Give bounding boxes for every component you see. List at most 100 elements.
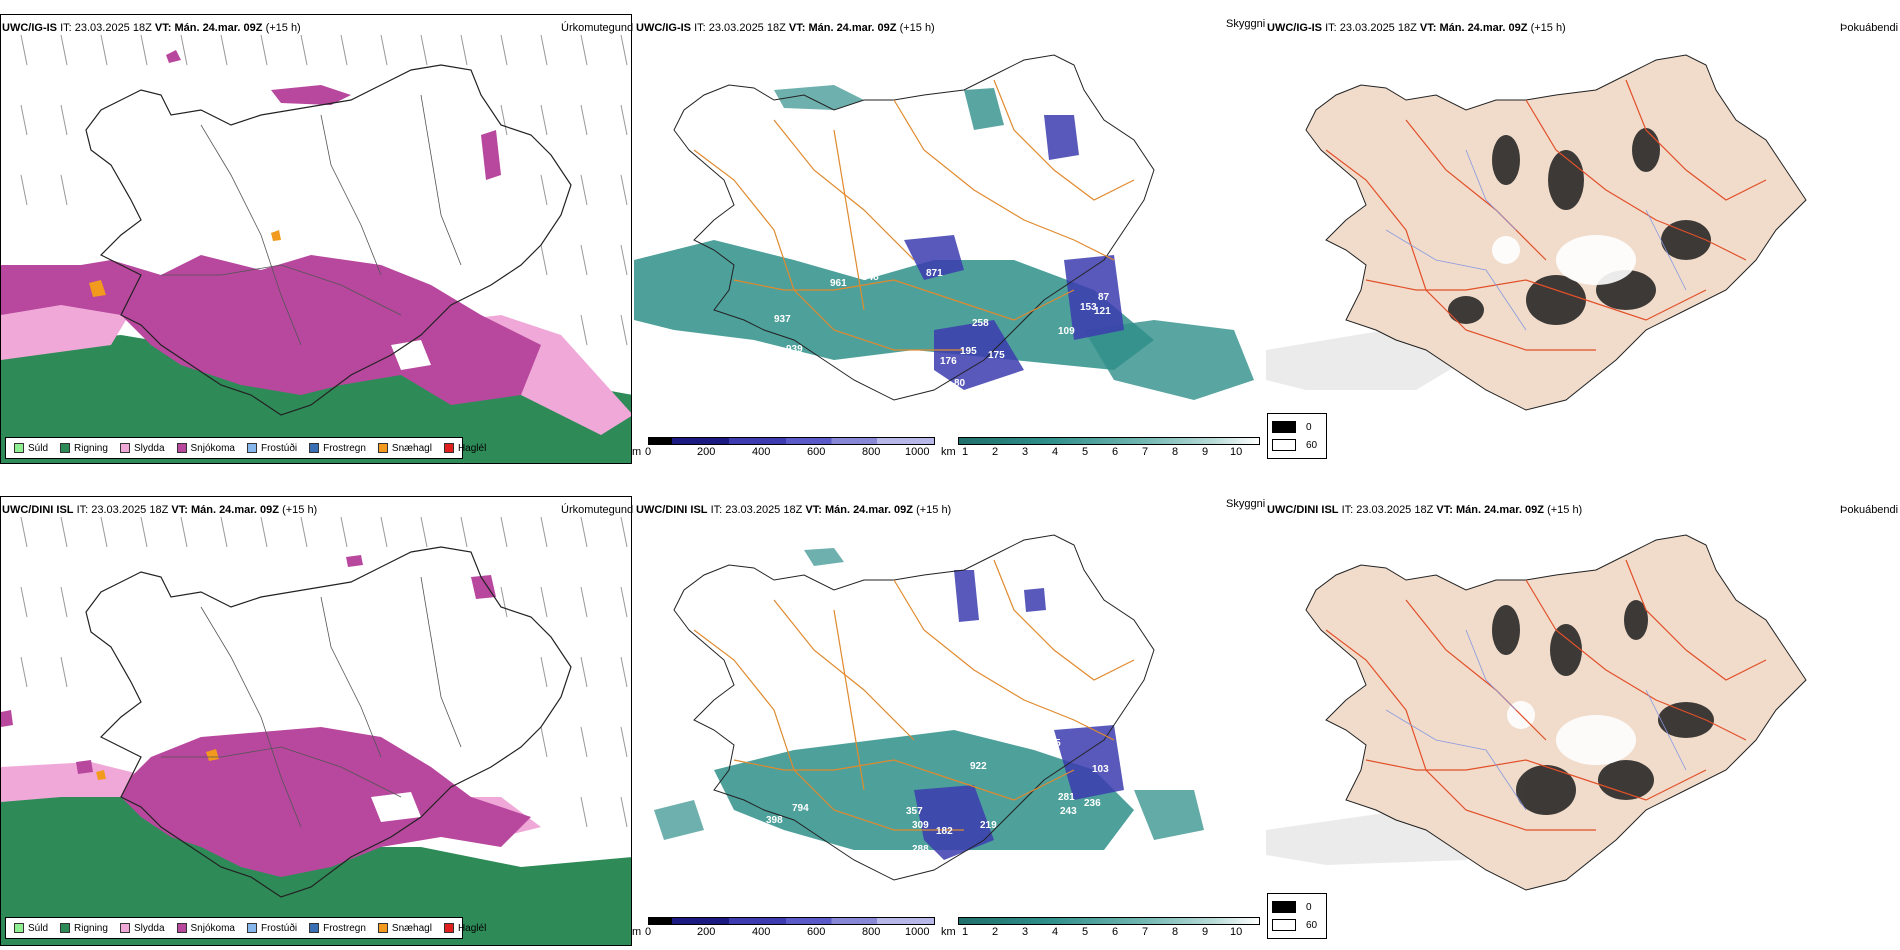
precip-panel-1: Súld Rigning Slydda Snjókoma Frostúði Fr… — [0, 14, 632, 464]
legend-item: Rigning — [60, 443, 108, 454]
legend-item: Frostregn — [309, 443, 366, 454]
legend-item: Súld — [14, 443, 48, 454]
legend-label: Rigning — [74, 922, 108, 934]
iceland-outline-vis-2 — [673, 534, 1155, 881]
vt-label: VT: — [1436, 504, 1453, 516]
visibility-title: Skyggni — [1226, 498, 1266, 510]
legend-label: Frostregn — [323, 922, 366, 934]
fog-legend-1: 0 60 — [1267, 413, 1327, 459]
cbar-m-1 — [648, 437, 935, 461]
vis-value: 145 — [1044, 738, 1061, 749]
fog-swatch — [1272, 919, 1296, 931]
cbar-m-strip — [648, 437, 935, 445]
vis-value: 309 — [922, 860, 939, 871]
vis-value: 121 — [1094, 306, 1111, 317]
cbar-km-tick: 6 — [1112, 446, 1119, 458]
legend-label: Slydda — [133, 922, 165, 934]
legend-item: Rigning — [60, 923, 108, 934]
legend-swatch — [246, 923, 257, 933]
cbar-km-2 — [958, 917, 1260, 941]
panel-header: UWC/DINI ISL IT: 23.03.2025 18Z VT: Mán.… — [2, 504, 317, 516]
fog-swatch — [1272, 439, 1296, 451]
precip-map-1 — [1, 34, 631, 463]
vis-value: 87 — [1098, 292, 1110, 303]
vis-value: 794 — [792, 803, 809, 814]
cbar-m-tick: 600 — [807, 446, 826, 458]
it-label: IT: — [694, 22, 706, 34]
legend-item: Snæhagl — [377, 922, 432, 934]
legend-item: Slydda — [119, 922, 165, 934]
vt-label: VT: — [154, 22, 172, 34]
legend-swatch — [14, 923, 24, 933]
vis-value: 143 — [1096, 146, 1113, 157]
legend-label: Rigning — [74, 442, 108, 454]
fog-legend-row: 60 — [1268, 916, 1326, 934]
cbar-m-tick: 400 — [752, 446, 771, 458]
lead-time: (+15 h) — [265, 22, 301, 34]
vis-value: 922 — [970, 761, 987, 772]
precip-title: Úrkomutegund — [561, 22, 634, 34]
it-value: 23.03.2025 18Z — [1356, 504, 1434, 516]
cbar-m-tick: 1000 — [905, 446, 930, 458]
vis-value: 548 — [862, 272, 879, 283]
legend-swatch — [119, 923, 130, 933]
row-1: Súld Rigning Slydda Snjókoma Frostúði Fr… — [0, 0, 1900, 470]
cbar-km-tick: 2 — [992, 446, 999, 458]
fog-legend-label: 60 — [1306, 919, 1318, 931]
lead-time: (+15 h) — [916, 504, 952, 516]
cbar-m-tick: 0 — [645, 446, 652, 458]
vis-value: 288 — [912, 844, 929, 855]
vt-value: Mán. 24.mar. 09Z — [808, 22, 897, 34]
lead-time: (+15 h) — [282, 504, 318, 516]
it-label: IT: — [76, 504, 89, 516]
vis-value: 219 — [980, 820, 997, 831]
cbar-km-tick: 1 — [962, 926, 969, 938]
fog-legend-label: 0 — [1306, 901, 1312, 913]
it-label: IT: — [1341, 504, 1354, 516]
panel-header: UWC/IG-IS IT: 23.03.2025 18Z VT: Mán. 24… — [2, 22, 301, 34]
cbar-km-1 — [958, 437, 1260, 461]
vt-value: Mán. 24.mar. 09Z — [824, 504, 913, 516]
model-name: UWC/DINI ISL — [2, 504, 74, 516]
wind-barbs-2 — [20, 516, 628, 828]
legend-swatch — [119, 443, 130, 453]
fog-swatch — [1272, 901, 1296, 913]
precip-legend-2: Súld Rigning Slydda Snjókoma Frostúði Fr… — [5, 917, 486, 939]
fog-panel-1 — [1266, 30, 1900, 470]
legend-label: Haglél — [457, 442, 487, 454]
vis-value: 103 — [1092, 764, 1109, 775]
vis-value: 175 — [988, 350, 1005, 361]
legend-swatch — [309, 443, 320, 453]
cbar-km-strip — [958, 917, 1260, 925]
fog-title: Þokuábendi — [1840, 504, 1899, 516]
legend-swatch — [443, 923, 454, 933]
legend-swatch — [377, 443, 388, 453]
panel-header: UWC/DINI ISL IT: 23.03.2025 18Z VT: Mán.… — [1267, 504, 1582, 516]
fog-land-2 — [1305, 534, 1807, 891]
fog-legend-label: 0 — [1306, 421, 1312, 433]
legend-item: Haglél — [443, 442, 487, 454]
model-name: UWC/DINI ISL — [636, 504, 708, 516]
cbar-m-unit: m — [632, 926, 642, 938]
cbar-m-tick: 800 — [862, 926, 881, 938]
visibility-panel-2: 922 794 398 309 182 288 219 281 243 236 … — [634, 510, 1264, 950]
cbar-km-tick: 3 — [1022, 926, 1029, 938]
it-value: 23.03.2025 18Z — [91, 504, 169, 516]
vis-value: 542 — [872, 258, 889, 269]
cbar-km-tick: 5 — [1082, 926, 1089, 938]
cbar-m-tick: 800 — [862, 446, 881, 458]
cbar-km-strip — [958, 437, 1260, 445]
fog-legend-row: 60 — [1268, 436, 1326, 454]
legend-item: Frostúði — [246, 923, 297, 934]
cbar-km-tick: 1 — [962, 446, 969, 458]
cbar-km-tick: 6 — [1112, 926, 1119, 938]
precip-panel-2: Súld Rigning Slydda Snjókoma Frostúði Fr… — [0, 496, 632, 946]
cbar-km-tick: 2 — [992, 926, 999, 938]
it-label: IT: — [1325, 22, 1337, 34]
lead-time: (+15 h) — [1547, 504, 1583, 516]
vis-value-labels-1: 542 961 548 871 937 939 258 109 153 87 1… — [774, 132, 1113, 389]
legend-label: Snæhagl — [391, 922, 432, 934]
vis-value: 176 — [940, 356, 957, 367]
model-name: UWC/DINI ISL — [1267, 504, 1339, 516]
lead-time: (+15 h) — [1530, 22, 1566, 34]
